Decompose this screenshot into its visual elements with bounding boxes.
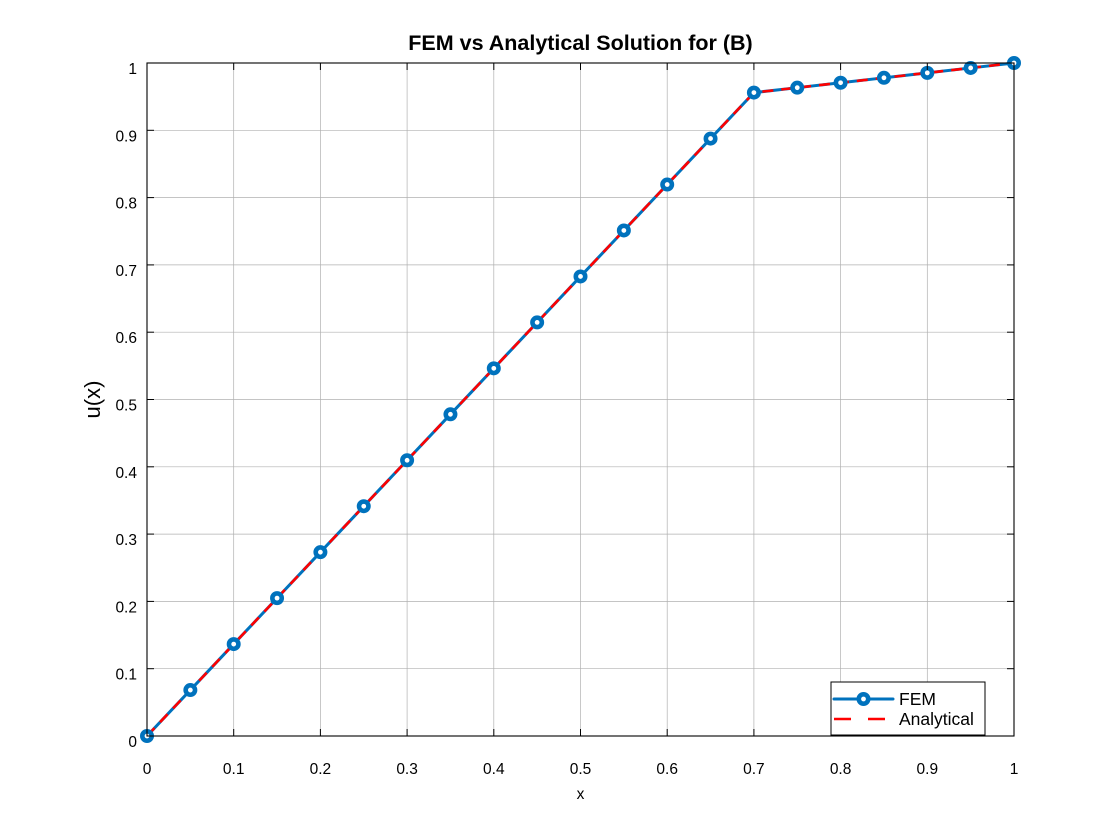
svg-text:1: 1 (128, 61, 137, 78)
svg-text:0.5: 0.5 (570, 761, 592, 778)
svg-text:x: x (577, 786, 585, 803)
svg-text:0.7: 0.7 (115, 263, 137, 280)
svg-text:0.5: 0.5 (115, 398, 137, 415)
svg-text:0.2: 0.2 (310, 761, 332, 778)
svg-text:0.4: 0.4 (483, 761, 505, 778)
svg-text:0.1: 0.1 (115, 667, 137, 684)
svg-text:0.9: 0.9 (115, 128, 137, 145)
svg-text:0.4: 0.4 (115, 465, 137, 482)
svg-text:0.1: 0.1 (223, 761, 245, 778)
svg-text:0: 0 (128, 734, 137, 751)
svg-text:Analytical: Analytical (899, 709, 974, 729)
svg-text:0.9: 0.9 (917, 761, 939, 778)
svg-text:0.6: 0.6 (115, 330, 137, 347)
svg-text:0.6: 0.6 (656, 761, 678, 778)
svg-text:0.8: 0.8 (115, 196, 137, 213)
svg-text:0.3: 0.3 (396, 761, 418, 778)
svg-text:0.3: 0.3 (115, 532, 137, 549)
svg-text:u(x): u(x) (80, 381, 105, 419)
svg-text:0: 0 (143, 761, 152, 778)
svg-text:FEM vs Analytical Solution for: FEM vs Analytical Solution for (B) (408, 31, 752, 55)
svg-text:1: 1 (1010, 761, 1019, 778)
svg-text:FEM: FEM (899, 689, 936, 709)
svg-text:0.8: 0.8 (830, 761, 852, 778)
svg-text:0.7: 0.7 (743, 761, 765, 778)
svg-text:0.2: 0.2 (115, 599, 137, 616)
